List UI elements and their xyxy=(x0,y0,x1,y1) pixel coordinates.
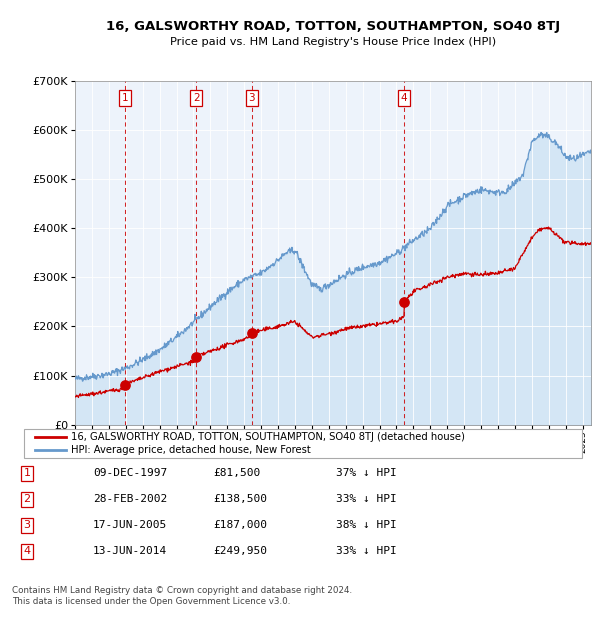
Text: 28-FEB-2002: 28-FEB-2002 xyxy=(93,494,167,504)
Text: 37% ↓ HPI: 37% ↓ HPI xyxy=(336,468,397,478)
Text: 1: 1 xyxy=(121,93,128,103)
Point xyxy=(247,328,257,338)
Text: 33% ↓ HPI: 33% ↓ HPI xyxy=(336,494,397,504)
Text: This data is licensed under the Open Government Licence v3.0.: This data is licensed under the Open Gov… xyxy=(12,597,290,606)
Point xyxy=(399,297,409,307)
FancyBboxPatch shape xyxy=(24,429,582,458)
Text: 2: 2 xyxy=(23,494,31,504)
Text: Contains HM Land Registry data © Crown copyright and database right 2024.: Contains HM Land Registry data © Crown c… xyxy=(12,586,352,595)
Text: 16, GALSWORTHY ROAD, TOTTON, SOUTHAMPTON, SO40 8TJ: 16, GALSWORTHY ROAD, TOTTON, SOUTHAMPTON… xyxy=(106,20,560,32)
Text: 09-DEC-1997: 09-DEC-1997 xyxy=(93,468,167,478)
Text: 3: 3 xyxy=(23,520,31,530)
Text: 2: 2 xyxy=(193,93,199,103)
Point xyxy=(120,379,130,389)
Text: 13-JUN-2014: 13-JUN-2014 xyxy=(93,546,167,556)
Text: 4: 4 xyxy=(401,93,407,103)
Text: 3: 3 xyxy=(248,93,255,103)
Point xyxy=(191,352,201,361)
Text: 16, GALSWORTHY ROAD, TOTTON, SOUTHAMPTON, SO40 8TJ (detached house): 16, GALSWORTHY ROAD, TOTTON, SOUTHAMPTON… xyxy=(71,432,466,441)
Text: 4: 4 xyxy=(23,546,31,556)
Text: 1: 1 xyxy=(23,468,31,478)
Text: HPI: Average price, detached house, New Forest: HPI: Average price, detached house, New … xyxy=(71,445,311,455)
Text: £81,500: £81,500 xyxy=(213,468,260,478)
Text: £138,500: £138,500 xyxy=(213,494,267,504)
Text: 38% ↓ HPI: 38% ↓ HPI xyxy=(336,520,397,530)
Text: £187,000: £187,000 xyxy=(213,520,267,530)
Text: 17-JUN-2005: 17-JUN-2005 xyxy=(93,520,167,530)
Text: Price paid vs. HM Land Registry's House Price Index (HPI): Price paid vs. HM Land Registry's House … xyxy=(170,37,496,47)
Text: 33% ↓ HPI: 33% ↓ HPI xyxy=(336,546,397,556)
Text: £249,950: £249,950 xyxy=(213,546,267,556)
